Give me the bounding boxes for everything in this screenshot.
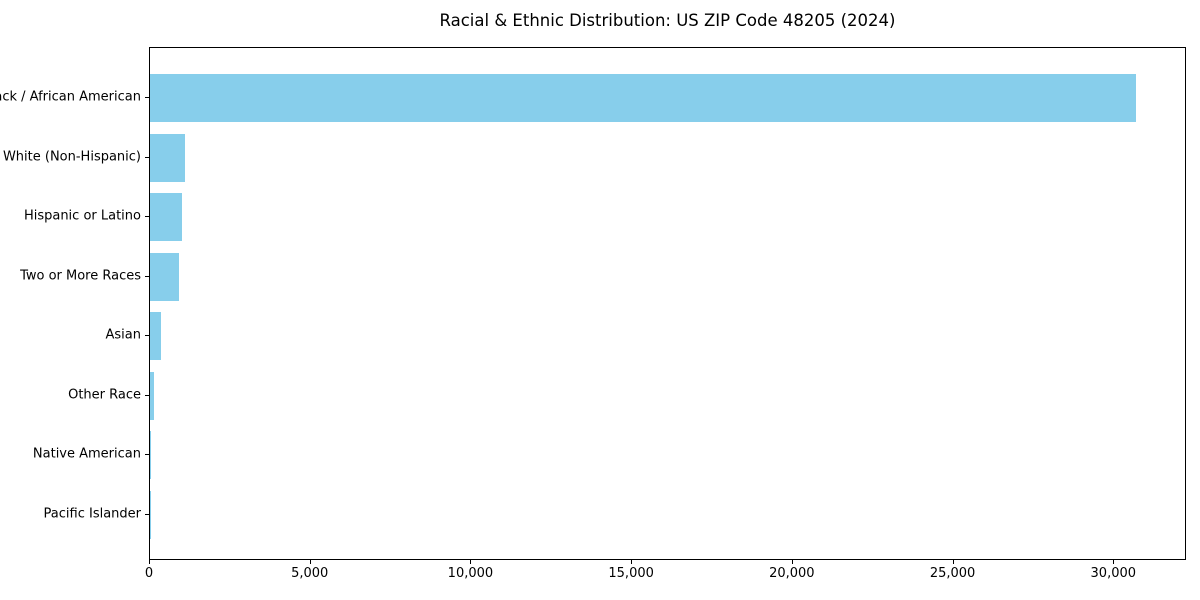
y-tick-label: Two or More Races bbox=[20, 268, 141, 284]
bar-black-african-american bbox=[150, 74, 1136, 122]
x-tick-mark bbox=[149, 560, 150, 564]
bar-white-non-hispanic bbox=[150, 133, 186, 182]
x-tick-label: 0 bbox=[144, 566, 154, 581]
x-tick-mark bbox=[631, 560, 633, 564]
x-tick-label: 20,000 bbox=[769, 566, 815, 581]
y-tick-mark bbox=[145, 156, 149, 158]
y-tick-mark bbox=[145, 97, 149, 98]
y-tick-mark bbox=[145, 216, 149, 218]
chart-title: Racial & Ethnic Distribution: US ZIP Cod… bbox=[439, 11, 896, 30]
x-tick-label: 5,000 bbox=[291, 566, 329, 581]
bar-asian bbox=[150, 312, 161, 361]
y-tick-mark bbox=[145, 454, 149, 456]
x-tick-mark bbox=[952, 560, 954, 564]
y-tick-mark bbox=[145, 394, 149, 396]
y-tick-label: White (Non-Hispanic) bbox=[2, 149, 141, 165]
y-tick-label: Black / African American bbox=[0, 89, 141, 105]
x-tick-label: 30,000 bbox=[1090, 566, 1137, 581]
y-tick-label: Asian bbox=[105, 327, 141, 343]
y-tick-label: Other Race bbox=[68, 387, 141, 403]
y-tick-mark bbox=[145, 335, 149, 337]
x-tick-mark bbox=[309, 560, 311, 564]
y-tick-label: Hispanic or Latino bbox=[23, 208, 141, 224]
x-tick-mark bbox=[470, 560, 472, 564]
x-tick-mark bbox=[1113, 560, 1115, 564]
bar-native-american bbox=[150, 431, 152, 480]
x-tick-label: 25,000 bbox=[929, 566, 976, 581]
x-tick-label: 15,000 bbox=[608, 566, 654, 581]
plot-area bbox=[149, 47, 1186, 560]
bar-hispanic-or-latino bbox=[150, 193, 182, 242]
y-tick-mark bbox=[145, 513, 149, 515]
bar-two-or-more-races bbox=[150, 252, 180, 301]
y-tick-label: Pacific Islander bbox=[43, 506, 141, 522]
x-tick-label: 10,000 bbox=[447, 566, 494, 581]
bar-other-race bbox=[150, 371, 155, 420]
x-tick-mark bbox=[791, 560, 793, 564]
y-tick-label: Native American bbox=[32, 446, 141, 462]
y-tick-mark bbox=[145, 275, 149, 277]
